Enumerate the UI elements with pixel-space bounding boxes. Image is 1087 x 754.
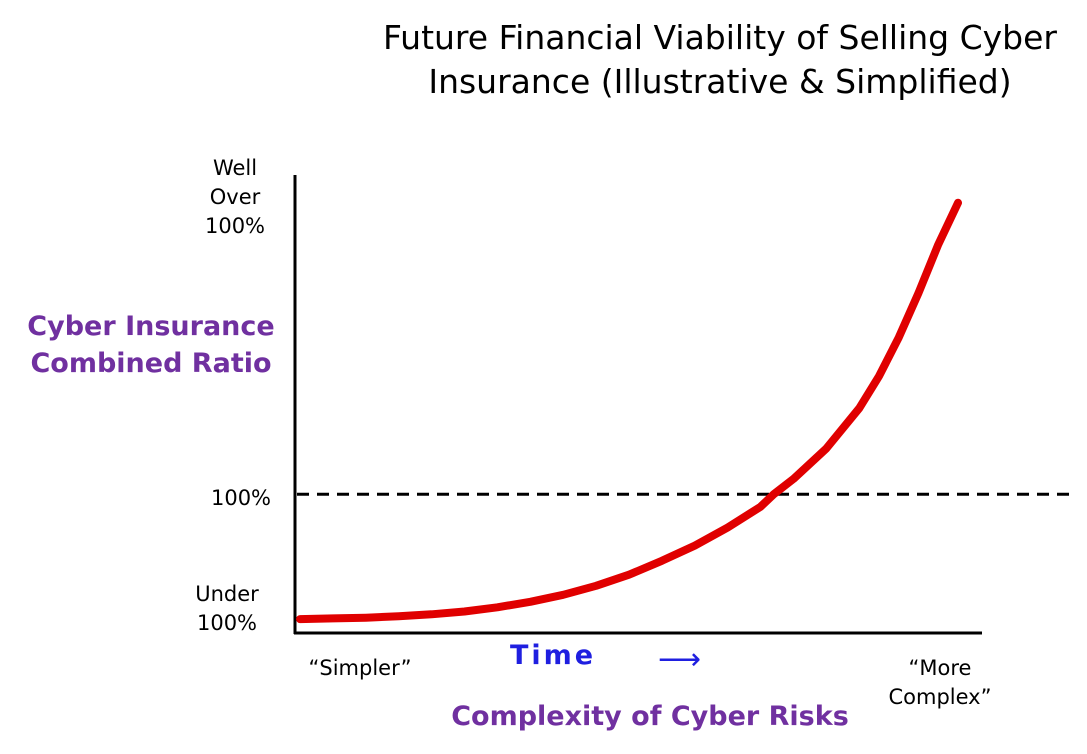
y-tick-top-line-1: Well	[212, 156, 258, 180]
y-tick-top: Well Over 100%	[190, 154, 280, 241]
series-line	[296, 198, 962, 624]
chart-title: Future Financial Viability of Selling Cy…	[340, 16, 1087, 104]
y-tick-bottom-line-1: Under	[195, 582, 259, 606]
y-tick-top-line-2: Over	[209, 185, 261, 209]
x-tick-left: “Simpler”	[308, 656, 412, 680]
x-tick-right: “More Complex”	[880, 654, 1000, 712]
y-tick-bottom: Under 100%	[182, 580, 272, 638]
x-tick-right-line-1: “More	[908, 656, 972, 680]
y-tick-100: 100%	[210, 486, 272, 510]
y-axis-label: Cyber Insurance Combined Ratio	[16, 308, 286, 382]
x-tick-right-line-2: Complex”	[888, 685, 992, 709]
y-axis-label-line-1: Cyber Insurance	[27, 311, 275, 342]
y-tick-top-line-3: 100%	[204, 214, 266, 238]
chart-title-line-2: Insurance (Illustrative & Simplified)	[428, 62, 1012, 101]
time-arrow-icon: ⟶	[658, 642, 702, 677]
x-axis-label: Complexity of Cyber Risks	[451, 701, 849, 732]
y-tick-bottom-line-2: 100%	[196, 611, 258, 635]
y-axis-label-line-2: Combined Ratio	[30, 348, 272, 379]
time-label: Time	[510, 640, 597, 671]
chart-title-line-1: Future Financial Viability of Selling Cy…	[382, 18, 1058, 57]
